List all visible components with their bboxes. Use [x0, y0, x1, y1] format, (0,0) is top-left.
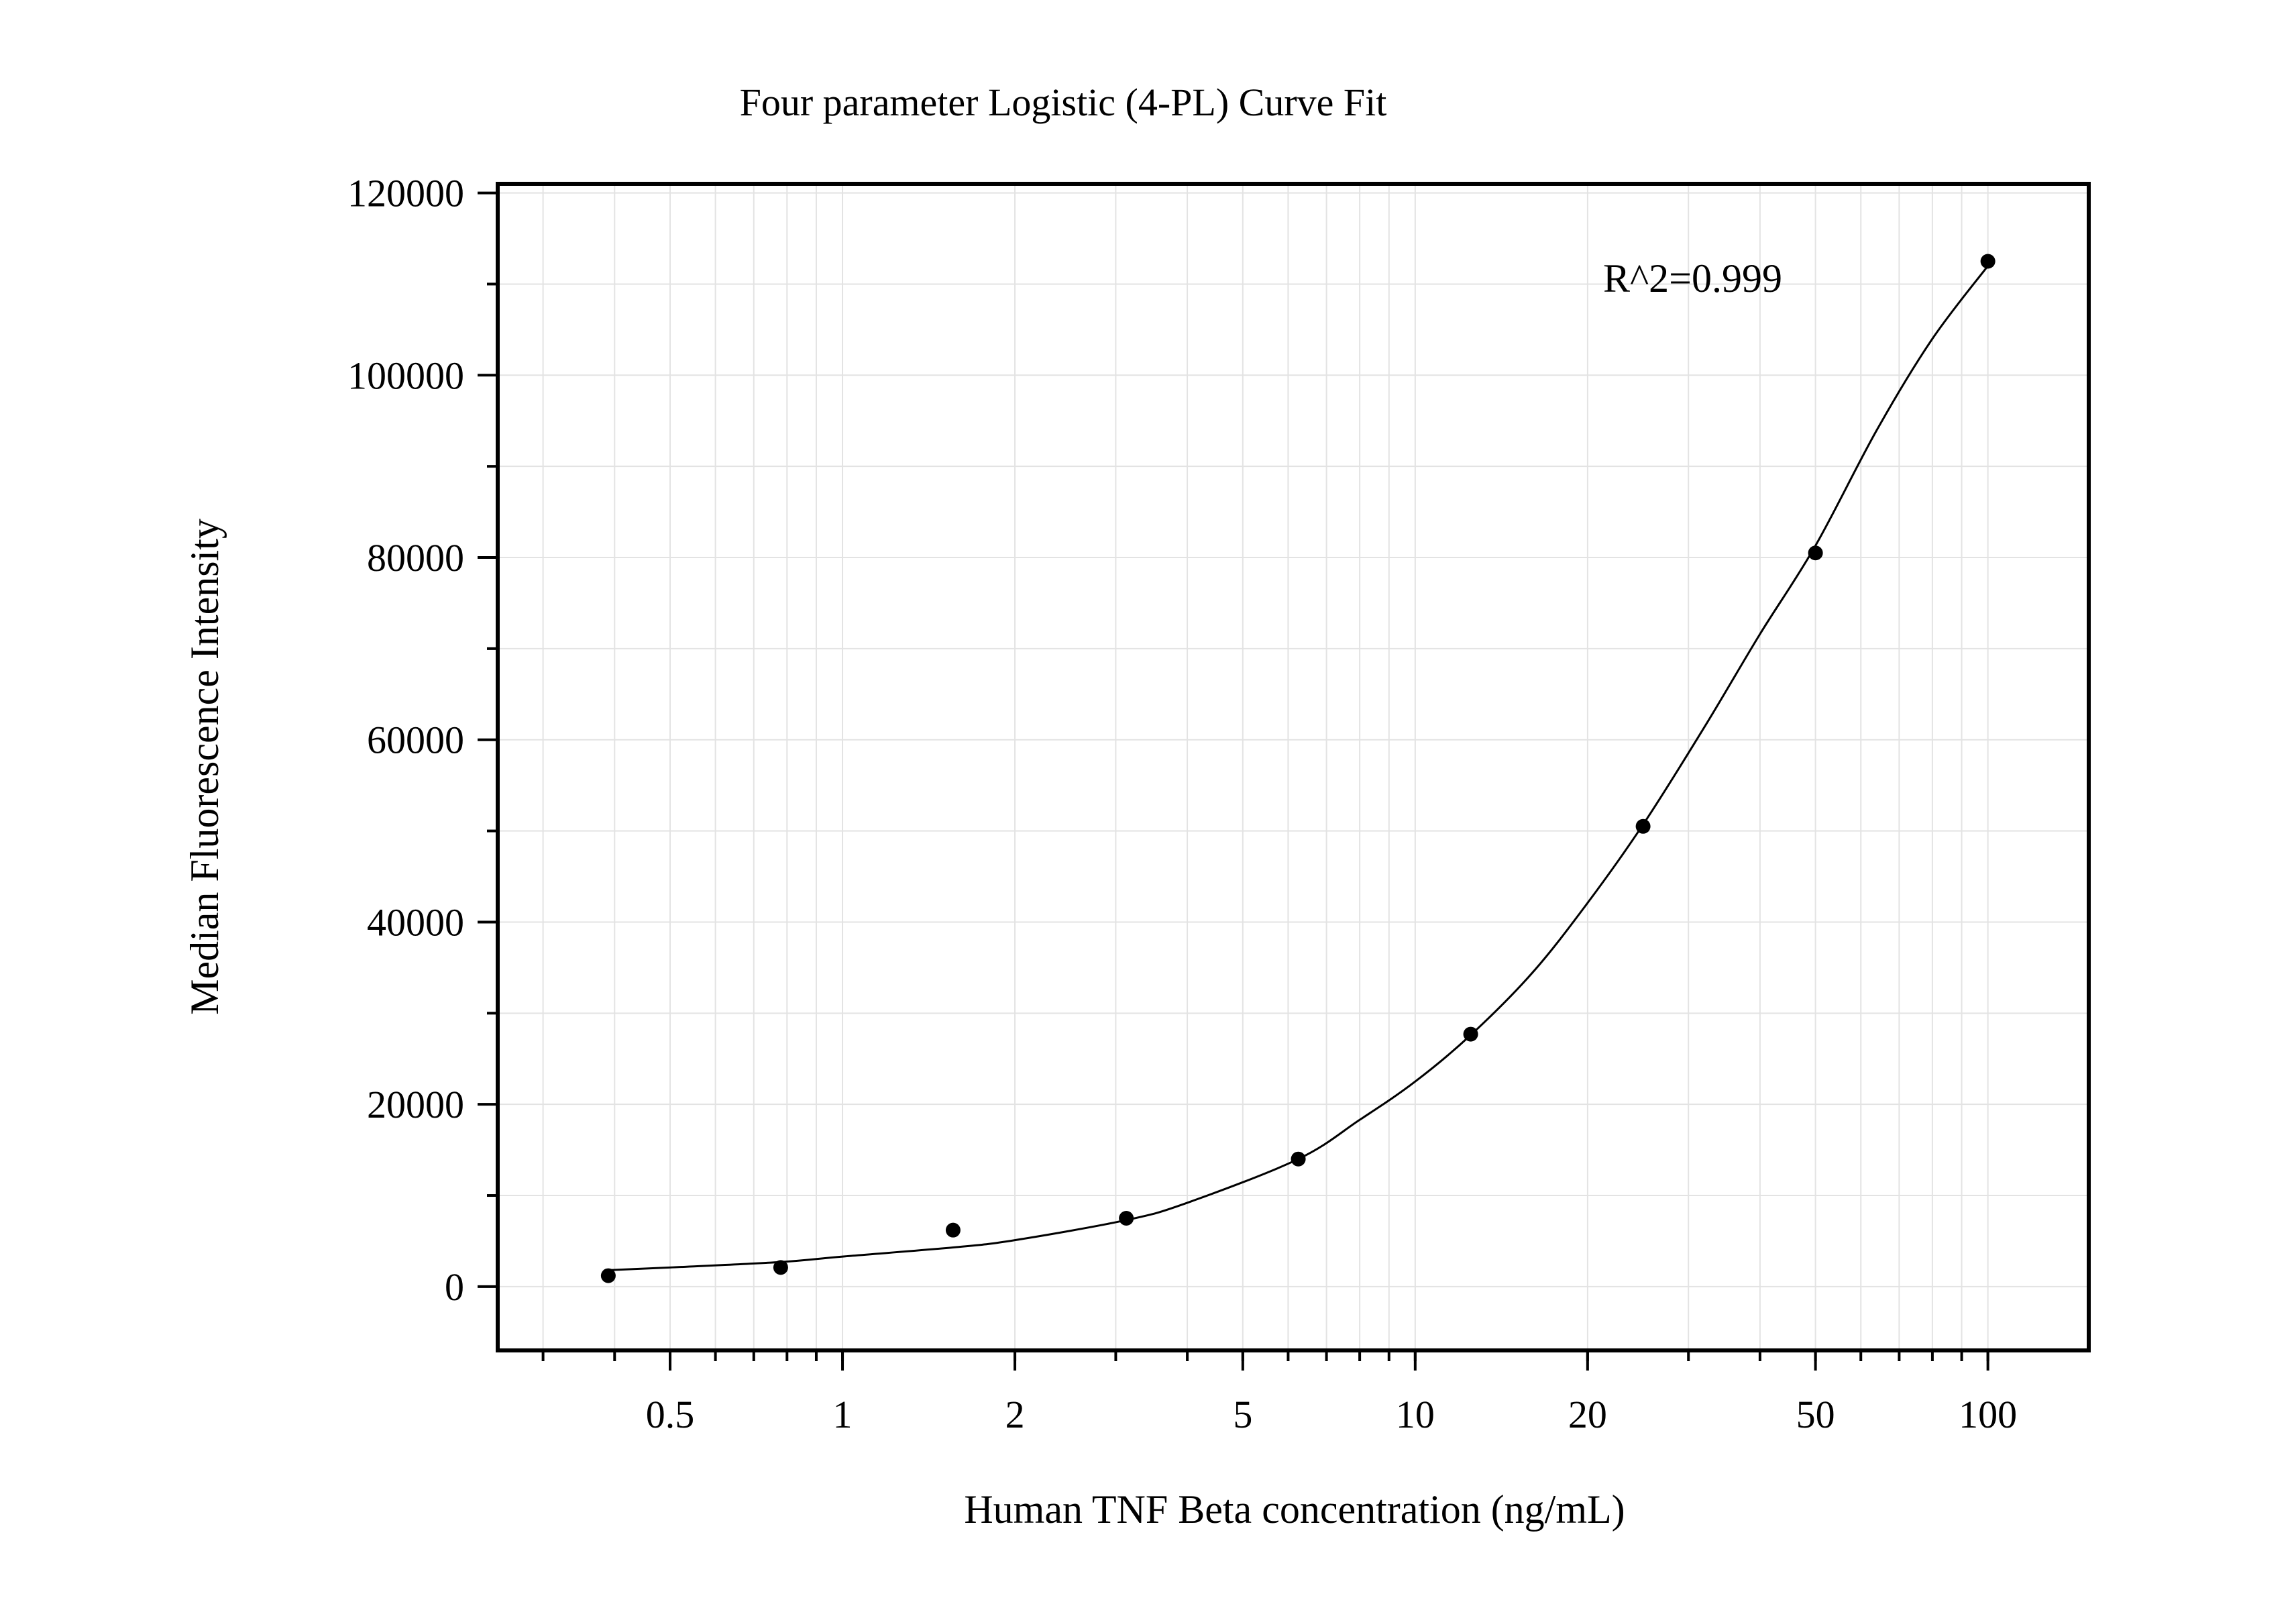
data-point	[773, 1260, 788, 1275]
y-tick-label: 40000	[367, 900, 464, 944]
data-point	[945, 1222, 961, 1238]
grid-lines	[498, 184, 2089, 1350]
chart-title: Four parameter Logistic (4-PL) Curve Fit	[740, 81, 1387, 124]
plot-frame	[496, 182, 2091, 1352]
x-axis-title: Human TNF Beta concentration (ng/mL)	[964, 1487, 1625, 1532]
data-point	[1291, 1151, 1306, 1167]
y-tick-labels: 0 20000 40000 60000 80000 100000 120000	[347, 172, 464, 1309]
x-tick-label: 1	[833, 1393, 853, 1436]
data-point	[1463, 1026, 1478, 1042]
data-point	[1119, 1211, 1134, 1226]
y-tick-label: 0	[445, 1265, 464, 1309]
y-axis-title: Median Fluorescence Intensity	[182, 519, 227, 1015]
r-squared-annotation: R^2=0.999	[1603, 256, 1782, 301]
y-tick-label: 80000	[367, 536, 464, 580]
y-tick-label: 20000	[367, 1083, 464, 1126]
x-tick-label: 0.5	[646, 1393, 695, 1436]
axis-ticks	[478, 191, 1989, 1371]
y-tick-label: 100000	[347, 354, 464, 397]
y-tick-label: 120000	[347, 172, 464, 215]
data-point	[1635, 818, 1651, 834]
x-tick-label: 20	[1568, 1393, 1607, 1436]
data-points-group	[600, 254, 1996, 1283]
fit-curve	[608, 265, 1989, 1271]
y-tick-label: 60000	[367, 718, 464, 762]
data-point	[1808, 545, 1823, 561]
x-tick-label: 2	[1005, 1393, 1025, 1436]
x-tick-label: 50	[1796, 1393, 1835, 1436]
x-tick-label: 5	[1233, 1393, 1252, 1436]
x-tick-label: 100	[1959, 1393, 2017, 1436]
fit-curve-group	[608, 265, 1989, 1271]
x-tick-label: 10	[1396, 1393, 1435, 1436]
data-point	[1980, 254, 1996, 269]
x-tick-labels: 0.5 1 2 5 10 20 50 100	[646, 1393, 2017, 1436]
data-point	[600, 1268, 616, 1283]
